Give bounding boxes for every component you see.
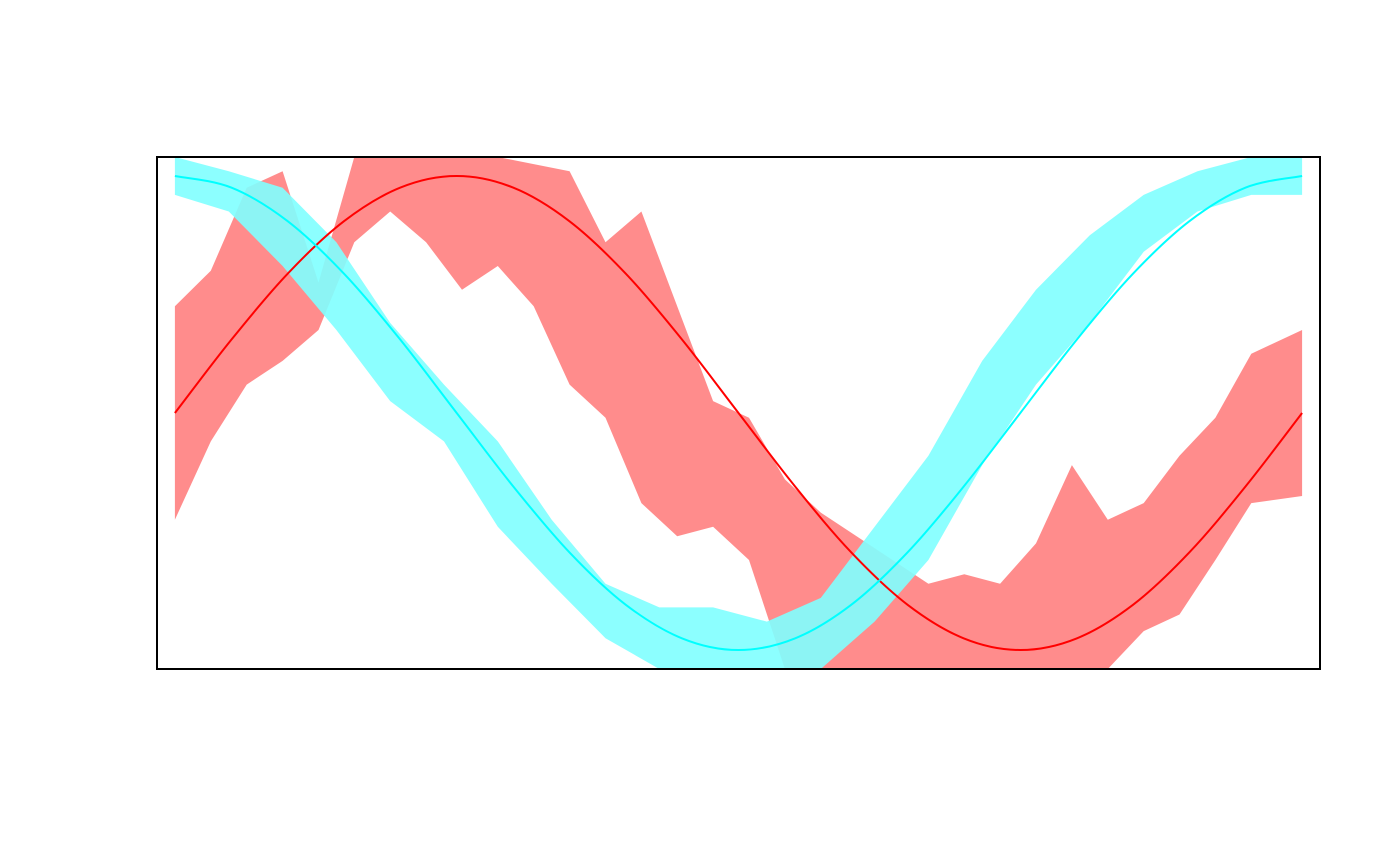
series-2-band	[174, 157, 1303, 669]
series-2-line	[174, 175, 1303, 652]
series-1-line	[174, 174, 1303, 652]
plot-area	[174, 157, 1303, 669]
plot-frame	[156, 156, 1321, 670]
